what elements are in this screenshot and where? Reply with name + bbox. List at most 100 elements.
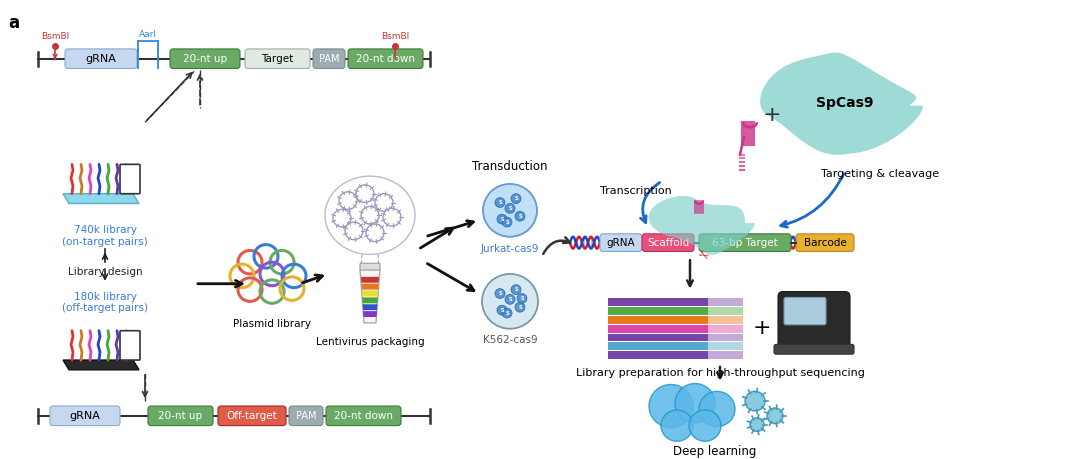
Bar — [608, 325, 708, 333]
Polygon shape — [63, 360, 139, 370]
Polygon shape — [362, 284, 379, 290]
Circle shape — [505, 203, 515, 213]
Text: Scaffold: Scaffold — [647, 238, 689, 248]
Bar — [608, 334, 708, 341]
Circle shape — [505, 295, 515, 304]
Text: SpCas9: SpCas9 — [816, 96, 874, 110]
Circle shape — [689, 410, 721, 441]
Polygon shape — [362, 291, 378, 297]
Circle shape — [339, 192, 357, 209]
Text: Jurkat-cas9: Jurkat-cas9 — [481, 244, 539, 254]
Circle shape — [511, 194, 521, 203]
FancyBboxPatch shape — [65, 49, 137, 68]
Polygon shape — [362, 297, 378, 303]
Text: a: a — [8, 14, 19, 32]
Text: S: S — [505, 311, 509, 316]
Text: S: S — [509, 297, 512, 302]
Text: +: + — [753, 318, 771, 338]
Polygon shape — [360, 269, 380, 323]
Circle shape — [515, 211, 525, 221]
FancyBboxPatch shape — [218, 406, 286, 425]
Text: S: S — [509, 206, 512, 211]
Text: Target: Target — [261, 54, 294, 64]
FancyBboxPatch shape — [600, 234, 642, 252]
Circle shape — [675, 384, 715, 423]
Text: +: + — [762, 106, 781, 125]
FancyBboxPatch shape — [348, 49, 423, 68]
FancyBboxPatch shape — [784, 297, 826, 325]
Text: Plasmid library: Plasmid library — [233, 319, 311, 329]
FancyBboxPatch shape — [50, 406, 120, 425]
Text: Deep learning: Deep learning — [673, 445, 757, 458]
Text: 740k library
(on-target pairs): 740k library (on-target pairs) — [63, 225, 148, 246]
Text: BsmBI: BsmBI — [41, 32, 69, 41]
Circle shape — [517, 293, 527, 303]
Text: 20-nt down: 20-nt down — [356, 54, 415, 64]
Text: 20-nt up: 20-nt up — [159, 411, 203, 421]
Circle shape — [745, 392, 765, 411]
Text: gRNA: gRNA — [607, 238, 635, 248]
Text: 180k library
(off-target pairs): 180k library (off-target pairs) — [62, 291, 148, 313]
Circle shape — [502, 217, 512, 227]
Polygon shape — [363, 304, 377, 310]
FancyBboxPatch shape — [642, 234, 694, 252]
Text: ✂: ✂ — [696, 248, 711, 264]
FancyBboxPatch shape — [774, 344, 854, 354]
Circle shape — [345, 222, 363, 240]
Circle shape — [333, 209, 351, 227]
FancyBboxPatch shape — [120, 330, 140, 360]
Bar — [708, 334, 743, 341]
Text: Transcription: Transcription — [600, 186, 672, 196]
FancyBboxPatch shape — [170, 49, 240, 68]
Circle shape — [356, 185, 374, 202]
Circle shape — [483, 184, 537, 237]
Bar — [708, 342, 743, 350]
Circle shape — [495, 198, 505, 207]
Bar — [708, 325, 743, 333]
Bar — [708, 298, 743, 306]
Text: S: S — [521, 296, 524, 301]
FancyBboxPatch shape — [289, 406, 323, 425]
Circle shape — [649, 385, 693, 427]
Text: S: S — [518, 305, 522, 310]
Bar — [708, 316, 743, 324]
Circle shape — [767, 408, 783, 424]
Text: Lentivirus packaging: Lentivirus packaging — [315, 336, 424, 347]
FancyBboxPatch shape — [245, 49, 310, 68]
Text: gRNA: gRNA — [69, 411, 100, 421]
Polygon shape — [363, 311, 377, 317]
Bar — [608, 307, 708, 315]
Polygon shape — [649, 196, 755, 255]
Text: Targeting & cleavage: Targeting & cleavage — [821, 169, 940, 179]
Text: BsmBI: BsmBI — [381, 32, 409, 41]
FancyBboxPatch shape — [326, 406, 401, 425]
Circle shape — [495, 289, 505, 298]
Bar — [608, 351, 708, 359]
Text: K562-cas9: K562-cas9 — [483, 335, 538, 345]
Circle shape — [750, 418, 764, 431]
Bar — [708, 307, 743, 315]
Text: 20-nt up: 20-nt up — [183, 54, 227, 64]
Text: S: S — [518, 214, 522, 219]
Circle shape — [497, 214, 507, 224]
Circle shape — [511, 285, 521, 295]
Text: Library preparation for high-throughput sequencing: Library preparation for high-throughput … — [576, 368, 864, 378]
Text: PAM: PAM — [319, 54, 339, 64]
Text: gRNA: gRNA — [85, 54, 117, 64]
Text: S: S — [505, 219, 509, 224]
Bar — [608, 342, 708, 350]
FancyBboxPatch shape — [148, 406, 213, 425]
Text: 63-bp Target: 63-bp Target — [712, 238, 778, 248]
Text: Library design: Library design — [68, 267, 143, 277]
Text: PAM: PAM — [296, 411, 316, 421]
Text: Barcode: Barcode — [804, 238, 847, 248]
Text: S: S — [514, 287, 517, 292]
FancyBboxPatch shape — [699, 234, 791, 252]
Polygon shape — [760, 52, 923, 155]
Circle shape — [497, 305, 507, 315]
Bar — [708, 351, 743, 359]
Circle shape — [515, 302, 525, 312]
Polygon shape — [63, 194, 139, 203]
Circle shape — [375, 194, 393, 211]
Circle shape — [361, 207, 379, 224]
